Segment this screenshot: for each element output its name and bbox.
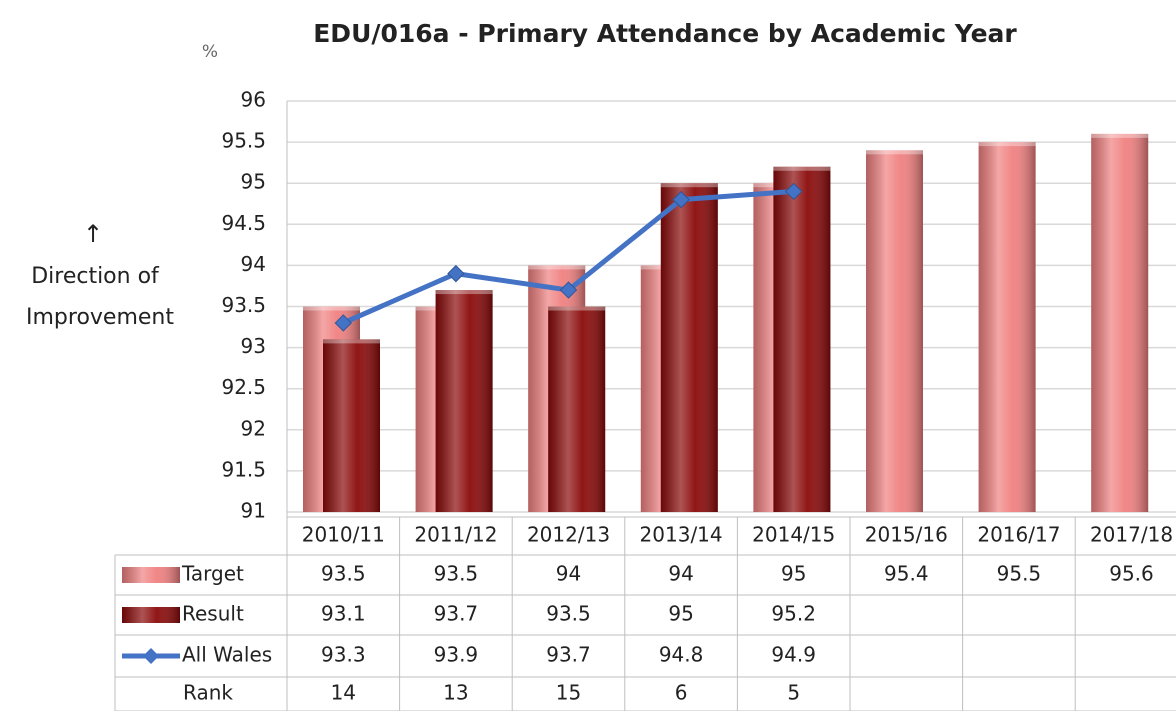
legend-label: All Wales: [182, 643, 272, 667]
table-cell: 95.2: [771, 602, 816, 626]
y-tick-label: 93.5: [221, 293, 266, 317]
table-cell: 13: [443, 681, 468, 705]
bar-top: [435, 290, 493, 295]
table-cell: 15: [556, 681, 581, 705]
bar-top: [866, 150, 923, 155]
table-cell: 93.3: [321, 643, 366, 667]
direction-arrow: ↑: [83, 220, 103, 248]
bar-shade: [323, 339, 380, 512]
y-tick-label: 92.5: [221, 375, 266, 399]
marker: [672, 190, 690, 209]
bar-shade: [548, 306, 606, 512]
table-cell: 93.7: [546, 643, 591, 667]
x-tick-label: 2017/18: [1090, 523, 1173, 547]
table-cell: 93.7: [434, 602, 479, 626]
x-tick-label: 2010/11: [302, 523, 385, 547]
y-tick-label: 95: [241, 170, 266, 194]
table-cell: 95: [781, 562, 806, 586]
bar-top: [773, 166, 831, 171]
bar-top: [303, 306, 360, 311]
x-tick-label: 2011/12: [414, 523, 497, 547]
bar-top: [323, 339, 380, 344]
bar-shade: [1091, 133, 1149, 512]
x-tick-label: 2012/13: [527, 523, 610, 547]
table-cell: 93.1: [321, 602, 366, 626]
y-tick-label: 94.5: [221, 211, 266, 235]
bar-top: [548, 306, 606, 311]
x-tick-label: 2016/17: [977, 523, 1060, 547]
table-cell: 94.8: [659, 643, 704, 667]
legend-key-shade: [122, 567, 180, 583]
direction-text: Direction of: [31, 264, 160, 289]
table-cell: 93.5: [546, 602, 591, 626]
table-cell: 14: [331, 681, 356, 705]
table-cell: 5: [787, 681, 800, 705]
legend-label: Result: [182, 602, 244, 626]
table-cell: 93.5: [321, 562, 366, 586]
legend-key-shade: [122, 607, 180, 623]
x-tick-label: 2013/14: [640, 523, 723, 547]
marker: [784, 182, 803, 201]
x-tick-label: 2014/15: [752, 523, 835, 547]
y-tick-label: 95.5: [221, 129, 266, 153]
y-tick-label: 94: [241, 252, 266, 276]
bar-top: [1091, 133, 1149, 138]
table-cell: 95.4: [884, 562, 929, 586]
bar-top: [528, 265, 586, 270]
marker: [334, 314, 353, 332]
table-cell: 95: [668, 602, 693, 626]
marker: [559, 281, 578, 299]
chart-title: EDU/016a - Primary Attendance by Academi…: [313, 19, 1017, 48]
bar-shade: [978, 142, 1036, 512]
y-tick-label: 91: [241, 499, 266, 523]
bar-shade: [660, 183, 718, 512]
row-label: Rank: [183, 681, 233, 705]
table-cell: 95.6: [1109, 562, 1154, 586]
y-tick-label: 93: [241, 334, 266, 358]
legend-key-marker: [143, 648, 159, 664]
bar-shade: [866, 150, 923, 512]
direction-text: Improvement: [26, 305, 174, 330]
table-cell: 94: [556, 562, 581, 586]
table-cell: 93.5: [434, 562, 479, 586]
bar-shade: [435, 290, 493, 512]
table-cell: 6: [675, 681, 688, 705]
legend-label: Target: [181, 562, 244, 586]
bar-top: [660, 183, 718, 188]
table-cell: 94: [668, 562, 693, 586]
y-tick-label: 96: [241, 88, 266, 112]
bar-top: [978, 142, 1036, 147]
table-cell: 94.9: [771, 643, 816, 667]
y-axis-label: %: [202, 42, 218, 62]
table-cell: 95.5: [997, 562, 1042, 586]
table-cell: 93.9: [434, 643, 479, 667]
x-tick-label: 2015/16: [865, 523, 948, 547]
bar-shade: [773, 166, 831, 512]
y-tick-label: 91.5: [221, 457, 266, 481]
marker: [447, 264, 465, 283]
y-tick-label: 92: [241, 416, 266, 440]
